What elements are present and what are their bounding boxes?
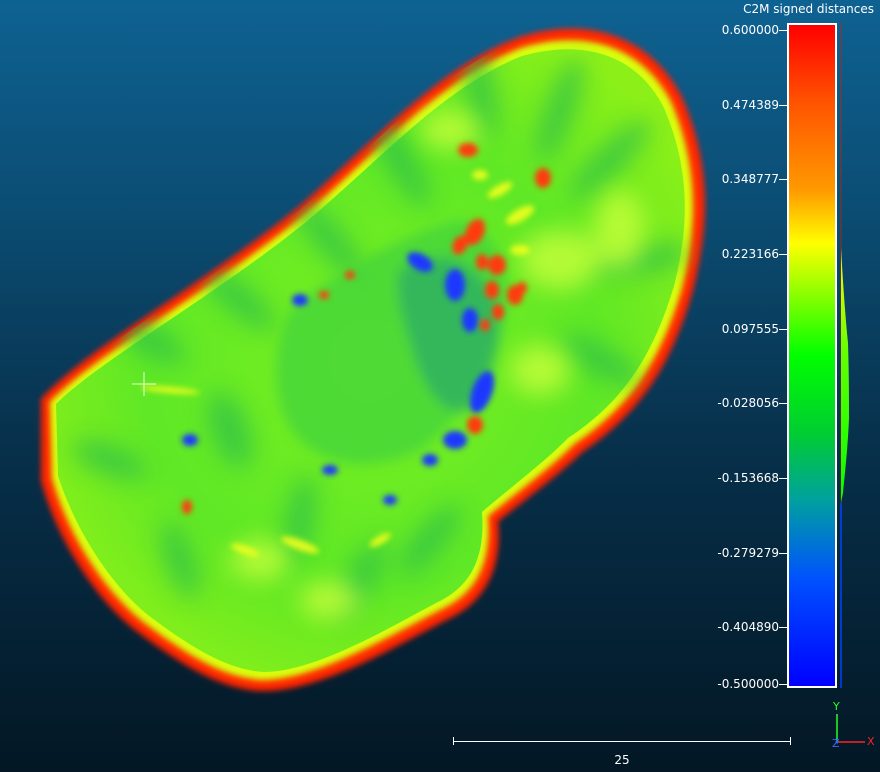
axis-z-label: Z xyxy=(832,737,840,750)
color-scale-tick-mark xyxy=(779,684,787,685)
color-scale-title: C2M signed distances xyxy=(743,2,874,16)
axis-trihedron: Y Z X xyxy=(820,700,880,760)
color-scale-tick-mark xyxy=(779,30,787,31)
color-scale-tick-label: -0.028056 xyxy=(717,396,779,411)
axis-y-label: Y xyxy=(833,700,840,713)
color-scale-tick-label: 0.348777 xyxy=(721,172,779,187)
color-scale-histogram xyxy=(840,23,849,688)
color-scale-tick-mark xyxy=(779,627,787,629)
color-scale-tick-mark xyxy=(779,403,787,405)
color-scale-tick-mark xyxy=(779,328,787,330)
color-scale-tick-label: -0.500000 xyxy=(717,677,779,691)
color-scale-tick-mark xyxy=(779,254,787,256)
color-scale-tick-label: -0.279279 xyxy=(717,545,779,560)
color-scale-tick-label: 0.223166 xyxy=(721,247,779,262)
color-scale-tick-label: -0.153668 xyxy=(717,471,779,486)
color-scale-tick-label: 0.097555 xyxy=(721,321,779,336)
scale-bar-label: 25 xyxy=(614,753,630,767)
color-scale-tick-label: 0.600000 xyxy=(721,23,779,37)
color-scale-tick-mark xyxy=(779,552,787,554)
scale-bar xyxy=(453,737,791,745)
color-scale-tick-label: 0.474389 xyxy=(721,97,779,112)
color-scale-tick-label: -0.404890 xyxy=(717,620,779,635)
color-scale-tick-mark xyxy=(779,104,787,106)
color-scale-bar xyxy=(787,23,837,688)
axis-x-label: X xyxy=(867,735,875,748)
color-scale-tick-mark xyxy=(779,478,787,480)
color-scale-tick-mark xyxy=(779,179,787,181)
pivot-crosshair xyxy=(132,372,156,396)
